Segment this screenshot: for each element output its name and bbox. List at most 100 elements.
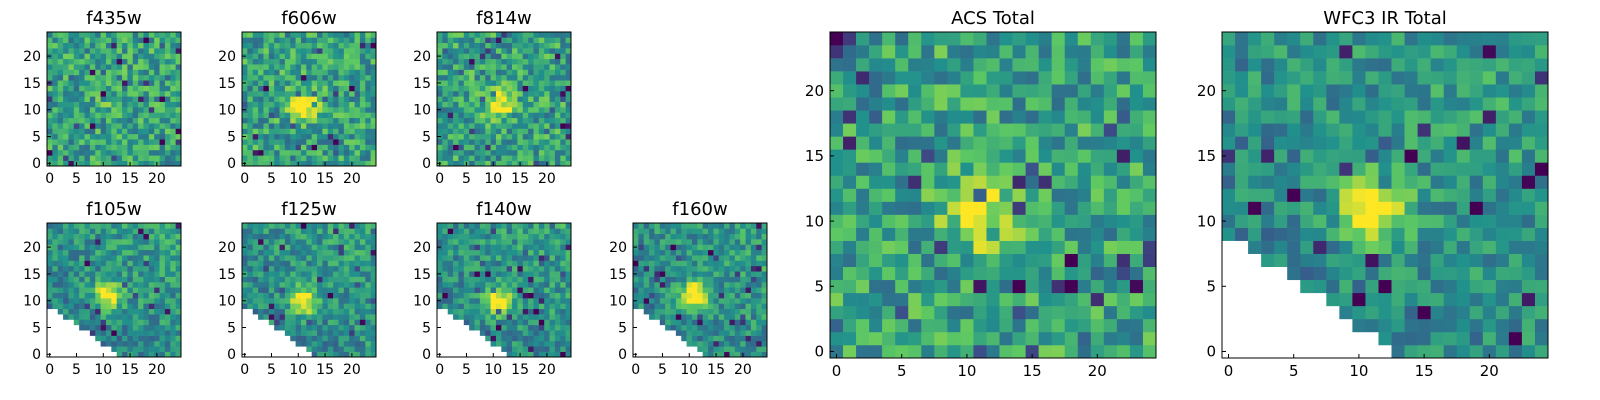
heatmap-cell: [295, 74, 302, 81]
heatmap-cell: [960, 110, 974, 124]
heatmap-cell: [95, 58, 101, 65]
heatmap-cell: [89, 64, 96, 70]
heatmap-cell: [138, 74, 144, 81]
heatmap-cell: [105, 107, 112, 113]
heatmap-cell: [295, 48, 302, 54]
heatmap-cell: [1142, 344, 1157, 359]
heatmap-cell: [517, 48, 524, 54]
heatmap-cell: [538, 271, 545, 277]
heatmap-cell: [370, 96, 377, 102]
heatmap-cell: [947, 136, 961, 150]
heatmap-cell: [517, 37, 524, 44]
heatmap-cell: [643, 281, 650, 288]
heatmap-cell: [447, 37, 454, 44]
heatmap-cell: [908, 123, 922, 137]
heatmap-cell: [268, 42, 275, 49]
heatmap-cell: [458, 276, 465, 283]
heatmap-cell: [528, 265, 534, 272]
heatmap-cell: [479, 281, 486, 288]
heatmap-cell: [47, 85, 53, 92]
heatmap-cell: [333, 32, 339, 38]
heatmap-cell: [170, 69, 176, 76]
heatmap-cell: [359, 42, 366, 49]
heatmap-cell: [354, 281, 361, 288]
heatmap-cell: [159, 276, 166, 283]
heatmap-cell: [973, 110, 987, 124]
heatmap-cell: [306, 117, 312, 124]
heatmap-cell: [463, 80, 470, 86]
heatmap-cell: [327, 239, 334, 245]
heatmap-cell: [84, 244, 91, 251]
heatmap-cell: [1077, 227, 1092, 241]
heatmap-cell: [544, 155, 550, 161]
heatmap-cell: [89, 330, 96, 336]
heatmap-cell: [89, 37, 96, 44]
heatmap-cell: [463, 319, 470, 326]
heatmap-cell: [453, 308, 459, 315]
heatmap-cell: [463, 271, 470, 277]
heatmap-cell: [702, 319, 709, 326]
heatmap-cell: [164, 303, 171, 310]
heatmap-cell: [549, 123, 556, 129]
heatmap-cell: [522, 346, 529, 352]
heatmap-cell: [670, 265, 677, 272]
heatmap-cell: [258, 314, 264, 320]
heatmap-cell: [47, 64, 53, 70]
heatmap-cell: [675, 271, 682, 277]
heatmap-cell: [463, 244, 470, 251]
heatmap-cell: [116, 101, 123, 108]
heatmap-cell: [52, 160, 59, 167]
heatmap-cell: [544, 133, 550, 140]
heatmap-cell: [633, 287, 639, 293]
heatmap-cell: [908, 305, 922, 320]
heatmap-cell: [512, 149, 518, 156]
heatmap-cell: [154, 319, 160, 326]
heatmap-cell: [708, 298, 714, 304]
heatmap-cell: [1417, 331, 1431, 346]
heatmap-cell: [154, 292, 160, 299]
heatmap-cell: [501, 85, 507, 92]
heatmap-cell: [665, 260, 671, 267]
heatmap-cell: [1103, 162, 1118, 176]
heatmap-cell: [908, 162, 922, 176]
heatmap-cell: [122, 128, 128, 135]
heatmap-cell: [322, 314, 329, 320]
heatmap-cell: [311, 319, 318, 326]
heatmap-cell: [549, 48, 556, 54]
heatmap-cell: [713, 335, 720, 342]
heatmap-cell: [517, 239, 524, 245]
heatmap-cell: [734, 260, 741, 267]
heatmap-cell: [57, 133, 64, 140]
heatmap-cell: [105, 233, 112, 240]
heatmap-cell: [175, 228, 182, 235]
heatmap-cell: [549, 319, 556, 326]
heatmap-cell: [317, 53, 323, 60]
heatmap-cell: [869, 45, 883, 59]
heatmap-cell: [675, 314, 682, 320]
heatmap-cell: [306, 335, 312, 342]
heatmap-cell: [247, 69, 254, 76]
heatmap-cell: [258, 292, 264, 299]
heatmap-cell: [57, 223, 64, 229]
heatmap-cell: [164, 244, 171, 251]
heatmap-cell: [247, 112, 254, 119]
heatmap-cell: [365, 144, 371, 151]
heatmap-cell: [761, 324, 768, 331]
heatmap-cell: [263, 117, 270, 124]
heatmap-cell: [474, 117, 481, 124]
heatmap-cell: [659, 255, 666, 261]
heatmap-cell: [633, 276, 639, 283]
heatmap-cell: [290, 265, 296, 272]
heatmap-cell: [538, 319, 545, 326]
heatmap-cell: [111, 298, 117, 304]
heatmap-cell: [164, 228, 171, 235]
heatmap-cell: [469, 239, 475, 245]
heatmap-cell: [317, 351, 323, 358]
heatmap-cell: [175, 324, 182, 331]
heatmap-cell: [659, 292, 666, 299]
heatmap-cell: [895, 149, 909, 163]
heatmap-cell: [122, 340, 128, 347]
heatmap-cell: [349, 287, 355, 293]
heatmap-cell: [538, 351, 545, 358]
heatmap-cell: [686, 340, 693, 347]
